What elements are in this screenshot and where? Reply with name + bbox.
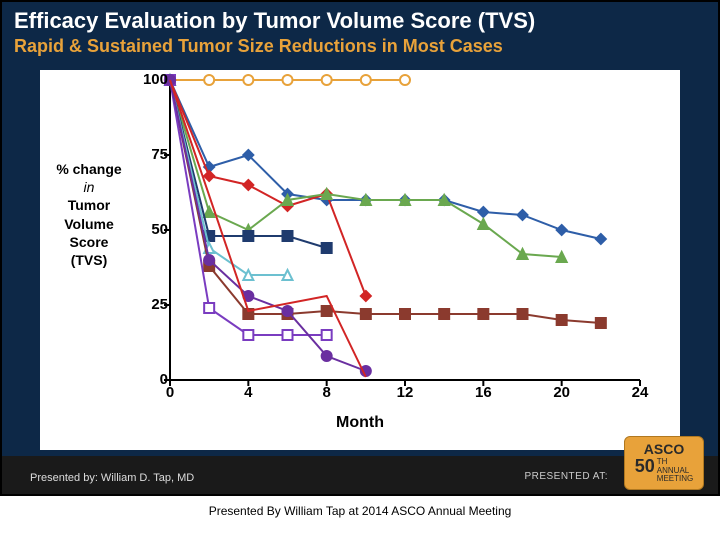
caption: Presented By William Tap at 2014 ASCO An… bbox=[0, 504, 720, 518]
lines-svg bbox=[170, 80, 640, 380]
slide-subtitle: Rapid & Sustained Tumor Size Reductions … bbox=[14, 36, 706, 57]
x-tick-label: 0 bbox=[158, 384, 182, 401]
y-tick-label: 25 bbox=[140, 296, 168, 313]
x-tick-label: 24 bbox=[628, 384, 652, 401]
x-tick-label: 4 bbox=[236, 384, 260, 401]
x-axis-label: Month bbox=[40, 414, 680, 432]
title-area: Efficacy Evaluation by Tumor Volume Scor… bbox=[2, 2, 718, 61]
y-tick-label: 50 bbox=[140, 221, 168, 238]
chart: % change in Tumor Volume Score (TVS) 025… bbox=[40, 70, 680, 450]
x-tick-label: 12 bbox=[393, 384, 417, 401]
slide-title: Efficacy Evaluation by Tumor Volume Scor… bbox=[14, 8, 706, 34]
presented-at-label: PRESENTED AT: bbox=[524, 471, 608, 482]
presenter-text: Presented by: William D. Tap, MD bbox=[30, 472, 194, 484]
y-tick-label: 100 bbox=[140, 71, 168, 88]
y-axis-label: % change in Tumor Volume Score (TVS) bbox=[34, 160, 144, 269]
x-tick-label: 8 bbox=[315, 384, 339, 401]
plot-area bbox=[170, 80, 640, 380]
x-tick-label: 16 bbox=[471, 384, 495, 401]
slide: Efficacy Evaluation by Tumor Volume Scor… bbox=[0, 0, 720, 496]
y-tick-label: 75 bbox=[140, 146, 168, 163]
x-tick-label: 20 bbox=[550, 384, 574, 401]
asco-badge-icon: ASCO 50 TH ANNUAL MEETING bbox=[624, 436, 704, 490]
